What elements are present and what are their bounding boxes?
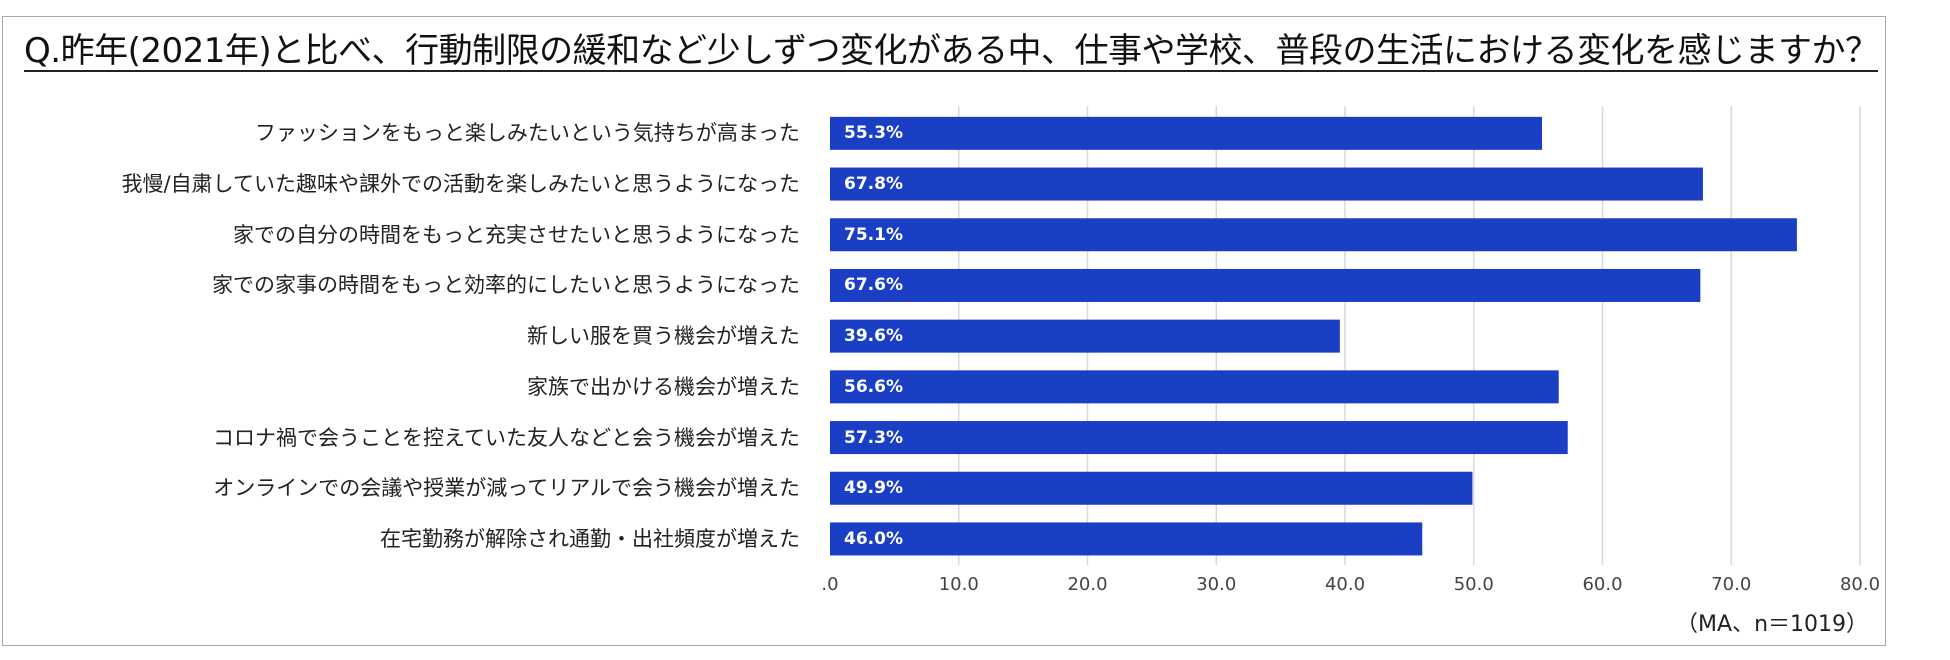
- chart-frame: [2, 16, 1886, 646]
- value-label-4: 67.6%: [844, 275, 903, 296]
- category-label-5: 新しい服を買う機会が増えた: [527, 324, 800, 349]
- value-label-8: 49.9%: [844, 478, 903, 499]
- bar-7: [830, 421, 1568, 455]
- value-label-1: 55.3%: [844, 123, 903, 144]
- value-label-9: 46.0%: [844, 528, 903, 549]
- category-label-3: 家での自分の時間をもっと充実させたいと思うようになった: [233, 222, 800, 247]
- sample-note: （MA、n＝1019）: [1676, 612, 1868, 637]
- category-label-9: 在宅勤務が解除され通勤・出社頻度が増えた: [380, 526, 800, 551]
- bar-9: [830, 522, 1423, 556]
- x-tick-label-70: 70.0: [1711, 574, 1752, 595]
- x-tick-label-40: 40.0: [1324, 574, 1366, 595]
- x-tick-label-80: 80.0: [1839, 574, 1881, 595]
- bar-8: [830, 471, 1473, 505]
- bar-1: [830, 116, 1542, 150]
- category-label-6: 家族で出かける機会が増えた: [527, 374, 800, 399]
- category-label-2: 我慢/自粛していた趣味や課外での活動を楽しみたいと思うようになった: [121, 172, 800, 197]
- category-label-7: コロナ禍で会うことを控えていた友人などと会う機会が増えた: [213, 425, 800, 450]
- bar-4: [830, 268, 1701, 302]
- bar-5: [830, 319, 1340, 353]
- category-label-8: オンラインでの会議や授業が減ってリアルで会う機会が増えた: [213, 476, 800, 501]
- value-label-2: 67.8%: [844, 174, 903, 195]
- bar-6: [830, 370, 1559, 404]
- x-tick-label-10: 10.0: [938, 574, 979, 595]
- category-label-1: ファッションをもっと楽しみたいという気持ちが高まった: [254, 121, 800, 146]
- category-label-4: 家での家事の時間をもっと効率的にしたいと思うようになった: [212, 273, 800, 298]
- value-label-3: 75.1%: [844, 224, 903, 245]
- x-tick-label-60: 60.0: [1582, 574, 1623, 595]
- title-underline: [24, 70, 1878, 72]
- x-tick-label-30: 30.0: [1196, 574, 1237, 595]
- x-tick-label-50: 50.0: [1453, 574, 1494, 595]
- bar-3: [830, 218, 1797, 252]
- x-tick-label-20: 20.0: [1067, 574, 1108, 595]
- value-label-6: 56.6%: [844, 376, 903, 397]
- value-label-7: 57.3%: [844, 427, 903, 448]
- chart-title: Q.昨年(2021年)と比べ、行動制限の緩和など少しずつ変化がある中、仕事や学校…: [24, 31, 1879, 71]
- bar-2: [830, 167, 1703, 201]
- value-label-5: 39.6%: [844, 326, 903, 347]
- x-tick-label-0: .0: [821, 574, 839, 595]
